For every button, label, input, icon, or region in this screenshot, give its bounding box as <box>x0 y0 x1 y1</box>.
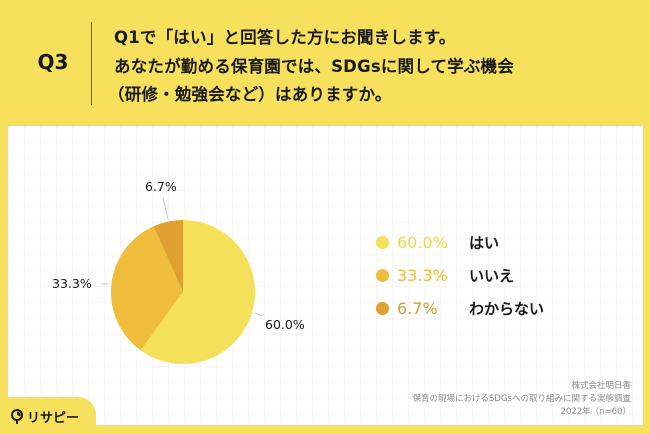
legend-item-unknown: 6.7% わからない <box>376 292 544 325</box>
slice-label-yes: 60.0% <box>265 317 305 332</box>
question-number: Q3 <box>37 50 69 74</box>
source-company: 株式会社明日香 <box>571 381 631 391</box>
source-year-sample: 2022年（n=60） <box>560 407 631 417</box>
chart-card: 6.7% 33.3% 60.0% 60.0% はい 33.3% いいえ 6.7%… <box>8 126 643 425</box>
leader-line-yes <box>254 312 263 317</box>
legend-dot-icon <box>376 269 389 282</box>
question-line-1: Q1で「はい」と回答した方にお聞きします。 <box>114 28 456 47</box>
leader-line-unknown <box>162 197 169 220</box>
legend-label: わからない <box>469 300 545 318</box>
legend-dot-icon <box>376 236 389 249</box>
slice-label-no: 33.3% <box>52 276 92 291</box>
legend-pct: 6.7% <box>397 299 438 318</box>
legend-label: はい <box>469 234 500 252</box>
legend-item-no: 33.3% いいえ <box>376 259 544 292</box>
header-divider <box>91 22 92 105</box>
legend-dot-icon <box>376 302 389 315</box>
slice-unknown <box>153 220 183 292</box>
legend-pct: 33.3% <box>397 266 448 285</box>
slice-no <box>110 226 183 351</box>
question-line-3: （研修・勉強会など）はありますか。 <box>108 85 392 104</box>
source-note: 株式会社明日香 保育の現場におけるSDGsへの取り組みに関する実態調査 2022… <box>413 380 631 419</box>
brand-logo: リサピー <box>10 407 79 426</box>
legend-label: いいえ <box>469 267 515 285</box>
magnifier-icon <box>11 408 23 424</box>
pie-chart <box>101 197 263 364</box>
legend-pct: 60.0% <box>397 233 448 252</box>
header: Q3 Q1で「はい」と回答した方にお聞きします。 あなたが勤める保育園では、SD… <box>0 0 650 126</box>
chart-legend: 60.0% はい 33.3% いいえ 6.7% わからない <box>376 226 544 325</box>
slice-label-unknown: 6.7% <box>145 179 177 194</box>
slice-yes <box>140 220 255 364</box>
legend-item-yes: 60.0% はい <box>376 226 544 259</box>
logo-text: リサピー <box>27 411 80 426</box>
logo-tab <box>0 397 96 434</box>
source-survey-title: 保育の現場におけるSDGsへの取り組みに関する実態調査 <box>412 394 631 404</box>
question-text: Q1で「はい」と回答した方にお聞きします。 あなたが勤める保育園では、SDGsに… <box>108 24 514 110</box>
question-line-2: あなたが勤める保育園では、SDGsに関して学ぶ機会 <box>114 56 514 76</box>
